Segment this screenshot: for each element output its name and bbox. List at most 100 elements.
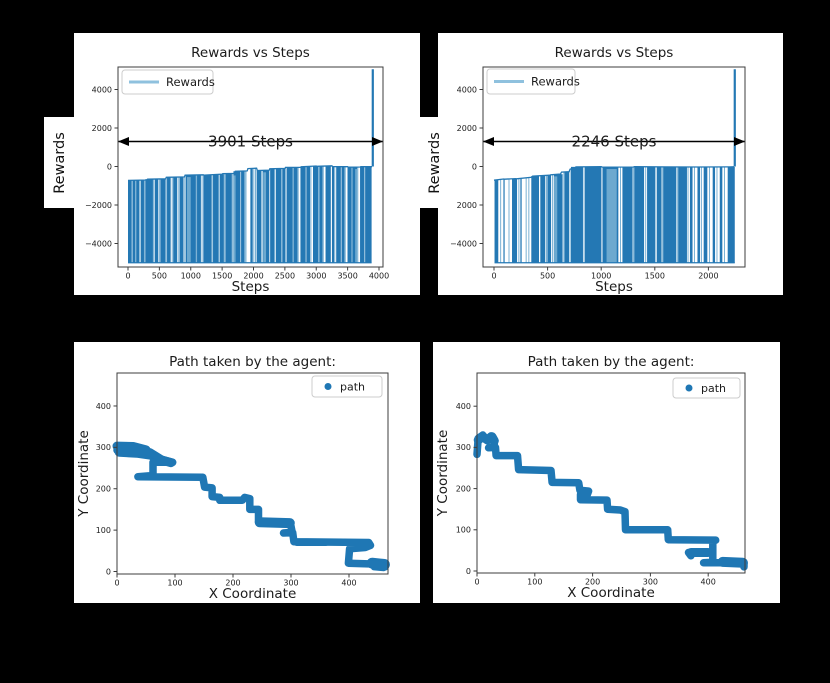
- reward-envelope-line: [127, 165, 373, 182]
- axes-frame: [476, 372, 746, 574]
- reward-bar-cluster: [347, 167, 352, 263]
- reward-bar-cluster: [167, 177, 171, 263]
- legend-box: [121, 69, 214, 95]
- arrow-head-left-icon: [483, 136, 494, 146]
- chart-title: Rewards vs Steps: [191, 45, 310, 61]
- legend-dot-marker-icon: [685, 384, 693, 392]
- path-right-plot: Y Coordinate 0 100 200 300 400 0 100 200 300 400 Pa…: [435, 354, 748, 601]
- reward-bar-cluster: [689, 166, 693, 263]
- reward-bar-cluster: [233, 171, 241, 263]
- y-tick-label: −4000: [85, 239, 112, 248]
- x-tick-label: 3000: [306, 272, 326, 281]
- legend-label: path: [340, 381, 365, 394]
- y-tick-label: 0: [472, 162, 477, 171]
- x-axis-label: Steps: [595, 279, 633, 295]
- reward-bar-cluster: [540, 175, 546, 263]
- reward-bar-cluster: [360, 166, 365, 263]
- x-tick-label: 1500: [212, 272, 232, 281]
- y-tick-label: −2000: [85, 201, 112, 210]
- reward-bar-cluster: [352, 167, 358, 263]
- ylabel-box-rewards-left: Rewards: [44, 117, 75, 208]
- x-tick-label: 3500: [337, 272, 357, 281]
- arrow-head-right-icon: [734, 136, 745, 146]
- reward-bar-cluster: [250, 168, 253, 263]
- y-axis-label: Y Coordinate: [435, 430, 451, 518]
- reward-bar-cluster: [185, 175, 196, 263]
- y-tick-label: 200: [96, 485, 111, 494]
- reward-bar-cluster-light: [233, 175, 236, 263]
- chart-title: Path taken by the agent:: [528, 354, 695, 370]
- chart-panel-rewards-right: 2246 Steps 0 500 1000 1500 2000 4000 2000 0 2000 −…: [438, 33, 783, 295]
- x-tick-label: 500: [152, 272, 167, 281]
- x-tick-label: 2000: [698, 272, 718, 281]
- x-tick-label: 0: [491, 272, 496, 281]
- legend-box: [672, 377, 741, 399]
- x-axis-label: X Coordinate: [209, 586, 297, 602]
- reward-bar-cluster: [213, 174, 219, 263]
- reward-bar-cluster: [203, 174, 212, 263]
- x-tick-label: 0: [114, 579, 119, 588]
- y-tick-label: 2000: [92, 124, 112, 133]
- reward-bar-cluster: [503, 179, 505, 263]
- steps-annotation-label: 3901 Steps: [208, 132, 293, 150]
- reward-bar-cluster: [282, 168, 286, 263]
- chart-panel-path-left: Y Coordinate 0 100 200 300 400 0 100 200 300 400 Pa…: [74, 342, 420, 603]
- reward-bar-cluster: [275, 168, 282, 263]
- x-tick-label: 200: [225, 579, 240, 588]
- y-tick-label: 2000: [457, 201, 477, 210]
- x-tick-label: 1000: [181, 272, 201, 281]
- ylabel-rewards-left: Rewards: [51, 131, 68, 194]
- reward-bar-cluster: [553, 174, 563, 263]
- x-tick-label: 2500: [275, 272, 295, 281]
- reward-bar-cluster: [262, 170, 270, 263]
- reward-bar-cluster: [331, 166, 335, 263]
- reward-bar-cluster-light: [355, 169, 358, 263]
- x-tick-label: 1000: [591, 272, 611, 281]
- rewards-right-plot: 2246 Steps 0 500 1000 1500 2000 4000 2000 0 2000 −…: [450, 45, 746, 295]
- x-tick-label: 500: [540, 272, 555, 281]
- y-tick-label: 0: [107, 162, 112, 171]
- reward-bar-cluster: [656, 166, 662, 263]
- reward-bar-cluster: [697, 166, 701, 263]
- reward-bar-cluster: [225, 173, 232, 263]
- reward-bar-cluster: [341, 166, 345, 263]
- x-axis-label: Steps: [232, 279, 270, 295]
- reward-bar-cluster: [270, 168, 275, 263]
- reward-bar-cluster: [336, 166, 341, 263]
- y-axis-label: Y Coordinate: [76, 430, 92, 518]
- x-tick-label: 400: [701, 578, 716, 587]
- y-tick-label: 100: [456, 526, 471, 535]
- legend-dot-marker-icon: [324, 383, 332, 390]
- x-axis-label: X Coordinate: [567, 585, 655, 601]
- x-tick-label: 0: [474, 578, 479, 587]
- steps-annotation-label: 2246 Steps: [572, 132, 657, 150]
- reward-bar-cluster: [719, 166, 723, 263]
- legend-box: [486, 68, 576, 95]
- axes-frame: [116, 372, 389, 575]
- x-tick-label: 300: [643, 578, 658, 587]
- reward-bar-cluster: [520, 178, 522, 263]
- reward-bar-cluster: [622, 166, 633, 263]
- x-tick-label: 4000: [369, 272, 389, 281]
- arrow-head-left-icon: [118, 136, 129, 146]
- chart-title: Path taken by the agent:: [169, 354, 336, 370]
- reward-bar-cluster: [197, 174, 201, 263]
- reward-bar-cluster: [634, 166, 645, 263]
- reward-bar-cluster: [570, 166, 583, 263]
- reward-bar-cluster: [678, 166, 687, 263]
- x-tick-label: 200: [585, 578, 600, 587]
- reward-bar-cluster: [145, 179, 153, 263]
- legend-label: Rewards: [531, 75, 580, 89]
- x-tick-label: 400: [341, 579, 356, 588]
- reward-bar-cluster: [325, 165, 331, 263]
- y-tick-label: 0: [466, 567, 471, 576]
- reward-bar-cluster: [132, 180, 136, 263]
- reward-bar-cluster: [300, 166, 306, 263]
- reward-bar-cluster: [547, 175, 552, 263]
- x-tick-label: 300: [283, 579, 298, 588]
- y-tick-label: 2000: [457, 124, 477, 133]
- reward-bar-cluster: [494, 179, 499, 263]
- y-tick-label: 200: [456, 484, 471, 493]
- reward-bar-cluster: [306, 166, 311, 263]
